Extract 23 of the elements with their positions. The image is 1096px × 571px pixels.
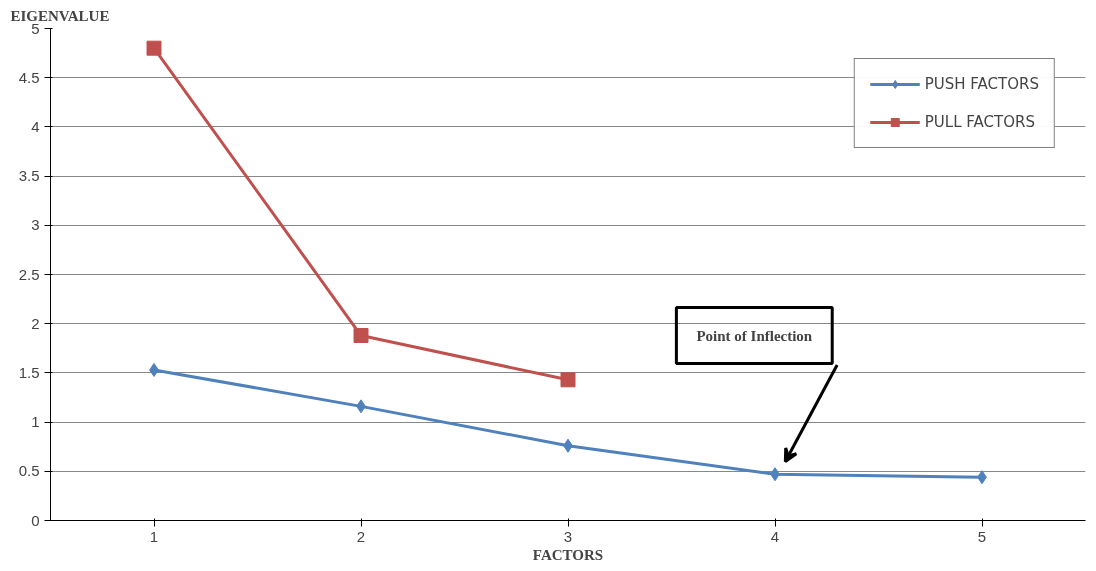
- legend-label: PUSH FACTORS: [924, 75, 1039, 93]
- y-tick-label: 4.5: [18, 68, 40, 86]
- point: [560, 372, 576, 388]
- y-tick-label: 0.5: [18, 462, 40, 480]
- point: [353, 328, 369, 344]
- y-tick-label: 3: [31, 216, 40, 234]
- x-tick-label: 5: [977, 527, 987, 545]
- x-tick-label: 2: [356, 527, 366, 545]
- legend-label: PULL FACTORS: [924, 113, 1035, 131]
- y-tick-label: 2: [31, 314, 40, 332]
- y-tick-label: 2.5: [18, 265, 40, 283]
- x-axis-title: FACTORS: [532, 546, 604, 563]
- y-tick-label: 4: [31, 117, 40, 135]
- y-tick-label: 1: [31, 413, 40, 431]
- x-tick-label: 1: [149, 527, 159, 545]
- y-axis-title: EIGENVALUE: [10, 7, 110, 24]
- y-tick-label: 3.5: [18, 167, 40, 185]
- y-tick-label: 1.5: [18, 363, 40, 381]
- annotation: Point of Inflection: [696, 327, 813, 344]
- x-tick-label: 3: [563, 527, 573, 545]
- x-tick-label: 4: [770, 527, 780, 545]
- point: [146, 40, 162, 56]
- y-tick-label: 0: [31, 511, 40, 529]
